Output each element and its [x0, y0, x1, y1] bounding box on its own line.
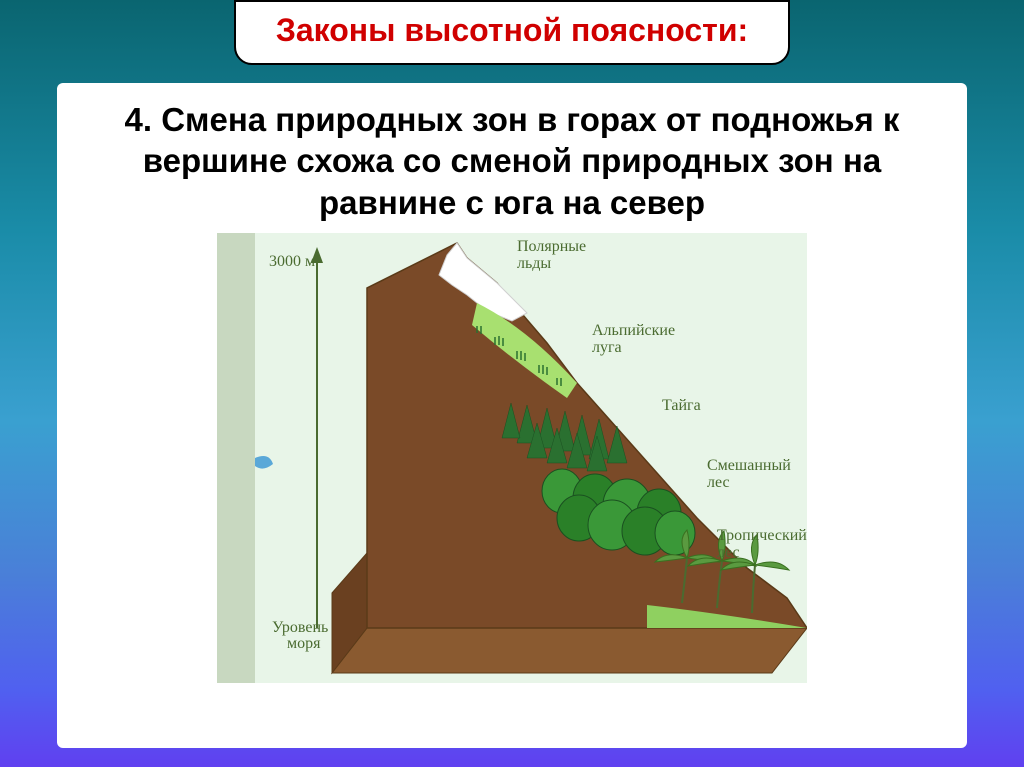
zone-label-line: лес [717, 544, 740, 561]
zone-label-line: луга [592, 339, 622, 356]
zone-label-alpine-meadow: Альпийские луга [592, 323, 675, 357]
zone-label-line: льды [517, 255, 551, 272]
axis-bottom-label-2: моря [287, 635, 320, 653]
zone-label-mixed-forest: Смешанный лес [707, 458, 791, 492]
axis-top-label: 3000 м [269, 253, 315, 271]
page-title: Законы высотной поясности: [276, 12, 748, 49]
altitude-zonation-diagram: 3000 м Уровень моря Полярные льды Альпий… [217, 233, 807, 683]
title-container: Законы высотной поясности: [234, 0, 790, 65]
zone-label-taiga: Тайга [662, 398, 701, 415]
zone-label-line: Полярные [517, 238, 586, 255]
zone-label-line: Тропический [717, 527, 807, 544]
zone-label-polar-ice: Полярные льды [517, 239, 586, 273]
zone-label-line: Смешанный [707, 457, 791, 474]
subtitle-text: 4. Смена природных зон в горах от поднож… [85, 99, 939, 223]
zone-label-line: лес [707, 474, 730, 491]
content-card: 4. Смена природных зон в горах от поднож… [57, 83, 967, 748]
zone-label-tropical-forest: Тропический лес [717, 528, 807, 562]
zone-label-line: Тайга [662, 397, 701, 414]
zone-label-line: Альпийские [592, 322, 675, 339]
